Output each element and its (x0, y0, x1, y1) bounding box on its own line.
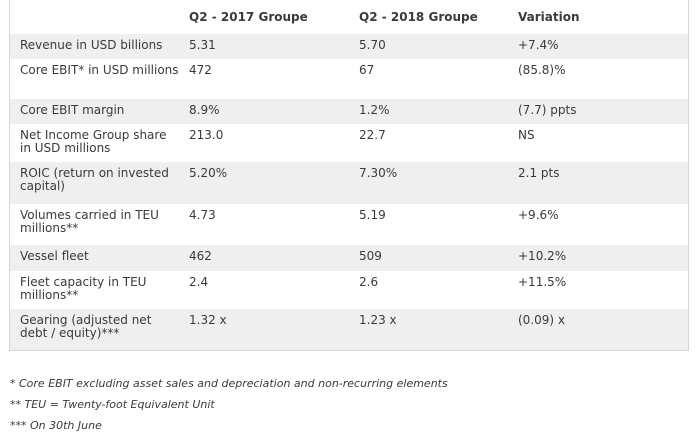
header-metric (10, 0, 179, 34)
q2-2017-value: 4.73 (179, 204, 349, 245)
table-header-row: Q2 - 2017 Groupe Q2 - 2018 Groupe Variat… (10, 0, 688, 34)
footnotes: * Core EBIT excluding asset sales and de… (10, 377, 448, 440)
results-table: Q2 - 2017 Groupe Q2 - 2018 Groupe Variat… (10, 0, 688, 350)
q2-2018-value: 2.6 (349, 271, 508, 309)
q2-2018-value: 5.19 (349, 204, 508, 245)
row-label: ROIC (return on invested capital) (10, 162, 179, 204)
table-row: Gearing (adjusted net debt / equity)*** … (10, 309, 688, 350)
q2-2017-value: 5.31 (179, 34, 349, 59)
table-row: Core EBIT margin 8.9% 1.2% (7.7) ppts (10, 99, 688, 124)
variation-value: +10.2% (508, 245, 688, 271)
row-label: Core EBIT margin (10, 99, 179, 124)
variation-value: +7.4% (508, 34, 688, 59)
table-row: Revenue in USD billions 5.31 5.70 +7.4% (10, 34, 688, 59)
table-row: ROIC (return on invested capital) 5.20% … (10, 162, 688, 204)
row-label: Volumes carried in TEU millions** (10, 204, 179, 245)
variation-value: 2.1 pts (508, 162, 688, 204)
variation-value: +9.6% (508, 204, 688, 245)
footnote-teu: ** TEU = Twenty-foot Equivalent Unit (10, 398, 215, 411)
header-variation: Variation (518, 10, 580, 24)
q2-2017-value: 462 (179, 245, 349, 271)
row-label: Revenue in USD billions (10, 34, 179, 59)
q2-2018-value: 7.30% (349, 162, 508, 204)
table-row: Fleet capacity in TEU millions** 2.4 2.6… (10, 271, 688, 309)
q2-2018-value: 1.23 x (349, 309, 508, 350)
footnote-core-ebit: * Core EBIT excluding asset sales and de… (10, 377, 448, 390)
q2-2018-value: 1.2% (349, 99, 508, 124)
variation-value: (85.8)% (508, 59, 688, 99)
q2-2017-value: 5.20% (179, 162, 349, 204)
q2-2018-value: 509 (349, 245, 508, 271)
header-q2-2018: Q2 - 2018 Groupe (359, 10, 478, 24)
variation-value: (7.7) ppts (508, 99, 688, 124)
variation-value: +11.5% (508, 271, 688, 309)
q2-2017-value: 8.9% (179, 99, 349, 124)
row-label: Core EBIT* in USD millions (10, 59, 179, 99)
table-row: Vessel fleet 462 509 +10.2% (10, 245, 688, 271)
header-q2-2017: Q2 - 2017 Groupe (189, 10, 308, 24)
table-row: Volumes carried in TEU millions** 4.73 5… (10, 204, 688, 245)
table-row: Core EBIT* in USD millions 472 67 (85.8)… (10, 59, 688, 99)
q2-2017-value: 2.4 (179, 271, 349, 309)
footnote-date: *** On 30th June (10, 419, 102, 432)
q2-2017-value: 1.32 x (179, 309, 349, 350)
row-label: Vessel fleet (10, 245, 179, 271)
q2-2018-value: 67 (349, 59, 508, 99)
results-table-frame: Q2 - 2017 Groupe Q2 - 2018 Groupe Variat… (9, 0, 689, 351)
variation-value: (0.09) x (508, 309, 688, 350)
q2-2017-value: 472 (179, 59, 349, 99)
table-row: Net Income Group share in USD millions 2… (10, 124, 688, 162)
q2-2018-value: 22.7 (349, 124, 508, 162)
q2-2018-value: 5.70 (349, 34, 508, 59)
row-label: Fleet capacity in TEU millions** (10, 271, 179, 309)
q2-2017-value: 213.0 (179, 124, 349, 162)
row-label: Net Income Group share in USD millions (10, 124, 179, 162)
variation-value: NS (508, 124, 688, 162)
row-label: Gearing (adjusted net debt / equity)*** (10, 309, 179, 350)
